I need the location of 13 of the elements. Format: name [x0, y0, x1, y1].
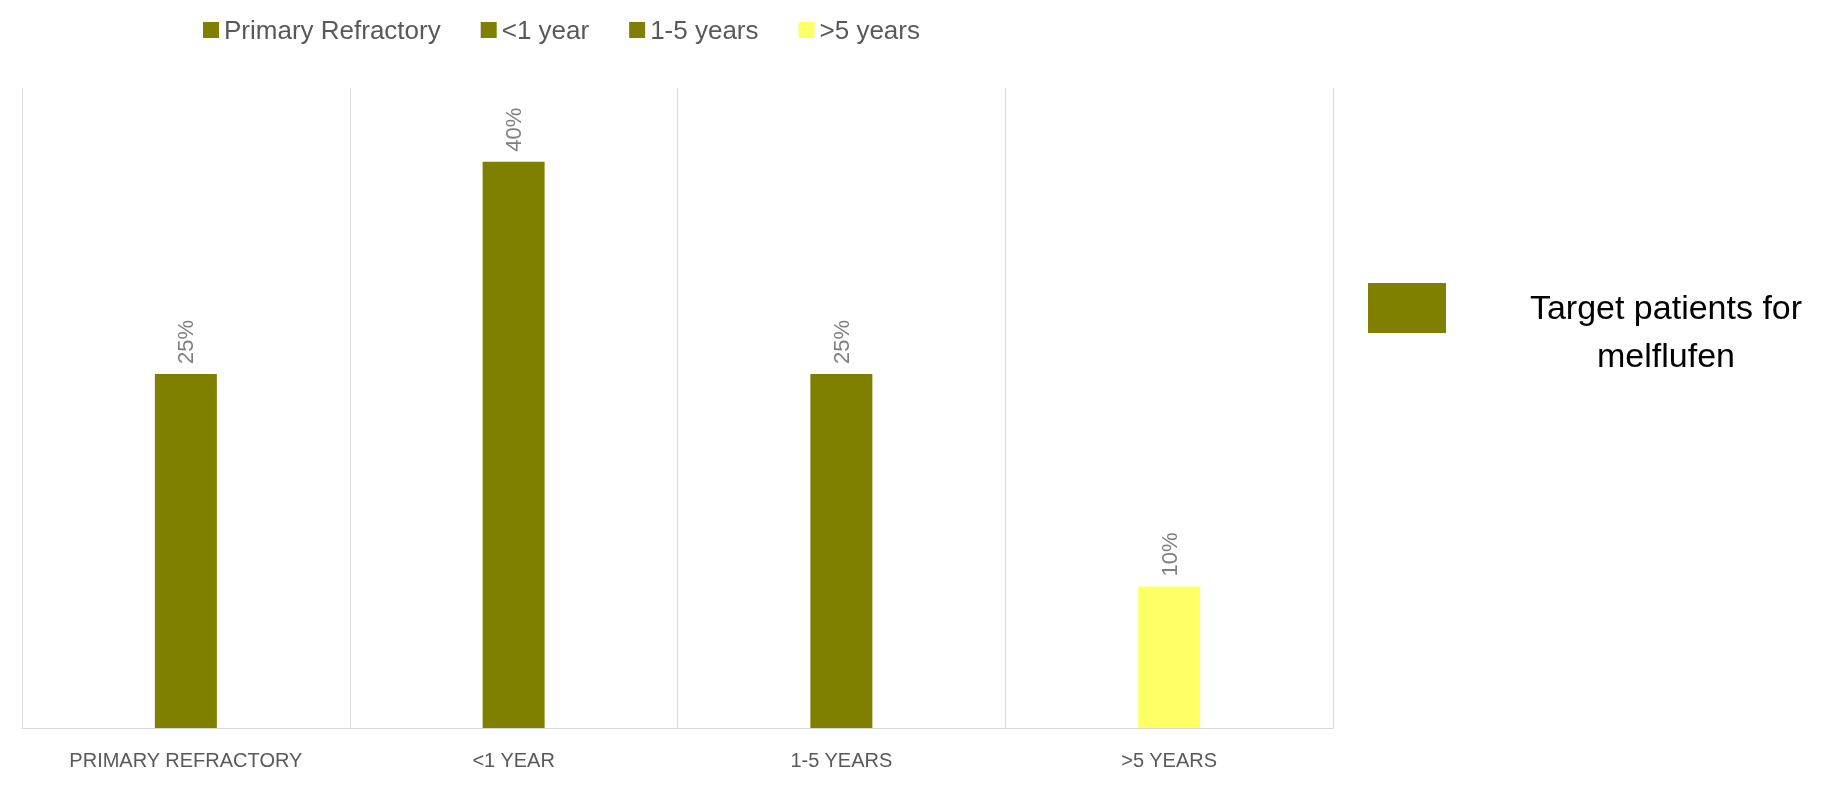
data-label: 10%	[1156, 532, 1182, 577]
legend-label: 1-5 years	[650, 15, 759, 45]
data-label: 40%	[501, 107, 527, 152]
x-tick-label: <1 YEAR	[472, 749, 555, 771]
legend-label: <1 year	[501, 15, 590, 45]
data-label: 25%	[828, 319, 854, 365]
x-tick-label: PRIMARY REFRACTORY	[69, 749, 303, 771]
text: Target patients for melflufen	[1528, 287, 1804, 376]
x-tick-label: >5 YEARS	[1121, 749, 1218, 771]
data-label: 25%	[173, 319, 199, 365]
x-tick-label: 1-5 YEARS	[790, 749, 893, 771]
legend-label: Primary Refractory	[224, 15, 441, 45]
legend-label: >5 years	[819, 15, 920, 45]
